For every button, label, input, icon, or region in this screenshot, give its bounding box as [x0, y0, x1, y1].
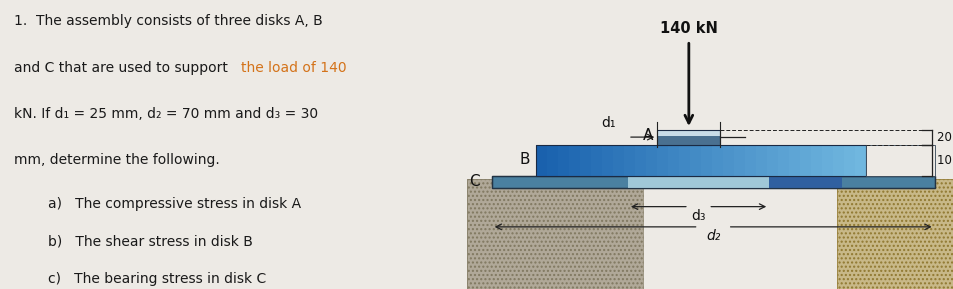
- Bar: [766, 145, 779, 176]
- Bar: [568, 145, 580, 176]
- Text: a)   The compressive stress in disk A: a) The compressive stress in disk A: [48, 197, 300, 210]
- Text: 10 mm: 10 mm: [936, 154, 953, 167]
- Bar: [467, 179, 642, 289]
- Text: 20 mm: 20 mm: [936, 131, 953, 144]
- Bar: [612, 145, 624, 176]
- Text: d₂: d₂: [705, 229, 720, 243]
- Text: d₁: d₁: [600, 116, 615, 130]
- Bar: [667, 145, 679, 176]
- Text: mm, determine the following.: mm, determine the following.: [14, 153, 220, 167]
- Text: A: A: [642, 128, 653, 143]
- Bar: [546, 145, 558, 176]
- Bar: [634, 145, 646, 176]
- Bar: [535, 145, 547, 176]
- Bar: [855, 145, 866, 176]
- Bar: [837, 179, 953, 289]
- Bar: [733, 145, 745, 176]
- Bar: [535, 145, 865, 176]
- Text: b)   The shear stress in disk B: b) The shear stress in disk B: [48, 234, 253, 248]
- Bar: [579, 145, 591, 176]
- Bar: [689, 145, 701, 176]
- Bar: [601, 145, 613, 176]
- Text: c)   The bearing stress in disk C: c) The bearing stress in disk C: [48, 272, 266, 286]
- Bar: [467, 179, 642, 289]
- Text: 140 kN: 140 kN: [659, 21, 717, 36]
- Bar: [756, 145, 767, 176]
- Bar: [744, 145, 757, 176]
- Bar: [492, 176, 934, 188]
- Bar: [821, 145, 834, 176]
- Bar: [768, 176, 841, 188]
- Bar: [700, 145, 712, 176]
- Bar: [627, 176, 768, 188]
- Bar: [679, 145, 690, 176]
- Bar: [657, 145, 668, 176]
- Bar: [865, 145, 934, 176]
- Bar: [711, 145, 723, 176]
- Bar: [492, 176, 934, 188]
- Text: and C that are used to support: and C that are used to support: [14, 61, 233, 75]
- Bar: [843, 145, 856, 176]
- Text: 1.  The assembly consists of three disks A, B: 1. The assembly consists of three disks …: [14, 14, 323, 28]
- Text: the load of 140: the load of 140: [240, 61, 346, 75]
- Bar: [558, 145, 569, 176]
- Text: d₃: d₃: [691, 209, 705, 223]
- Text: kN. If d₁ = 25 mm, d₂ = 70 mm and d₃ = 30: kN. If d₁ = 25 mm, d₂ = 70 mm and d₃ = 3…: [14, 107, 318, 121]
- Bar: [833, 145, 844, 176]
- Bar: [657, 130, 720, 136]
- Bar: [645, 145, 658, 176]
- Bar: [623, 145, 635, 176]
- Bar: [788, 145, 801, 176]
- Bar: [837, 179, 953, 289]
- Bar: [590, 145, 602, 176]
- Bar: [657, 130, 720, 145]
- Text: B: B: [518, 151, 529, 166]
- Bar: [657, 136, 720, 145]
- Bar: [722, 145, 734, 176]
- Bar: [800, 145, 811, 176]
- Text: C: C: [469, 174, 479, 189]
- Bar: [810, 145, 822, 176]
- Bar: [778, 145, 789, 176]
